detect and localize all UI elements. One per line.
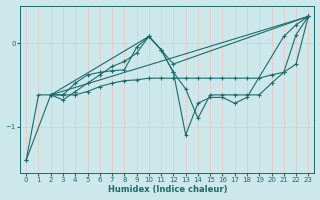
X-axis label: Humidex (Indice chaleur): Humidex (Indice chaleur) — [108, 185, 227, 194]
